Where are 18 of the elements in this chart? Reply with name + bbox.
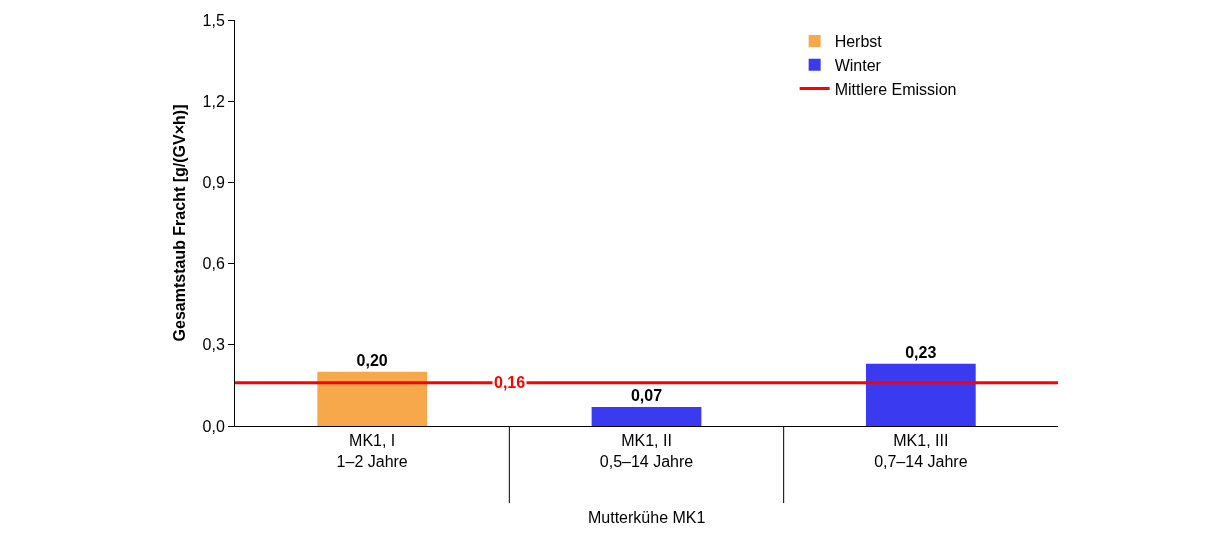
legend-label: Winter xyxy=(834,57,882,74)
y-tick-label: 0,0 xyxy=(202,417,225,435)
annotation: 0,16 xyxy=(494,374,526,391)
y-tick-label: 1,2 xyxy=(202,92,225,110)
x-tick-label: MK1, I 1–2 Jahre xyxy=(336,432,408,470)
x-tick-label: MK1, III 0,7–14 Jahre xyxy=(874,432,968,470)
y-tick-label: 0,3 xyxy=(202,336,225,354)
y-axis-title: Gesamtstaub Fracht [g/(GV×h)] xyxy=(171,104,189,342)
y-tick-label: 0,9 xyxy=(202,174,225,191)
legend-label: Mittlere Emission xyxy=(834,80,957,98)
x-tick-label: MK1, II 0,5–14 Jahre xyxy=(599,432,694,470)
data-label: 0,20 xyxy=(356,351,388,369)
data-label: 0,23 xyxy=(905,343,937,361)
y-tick-label: 1,5 xyxy=(202,11,225,29)
y-tick-label: 0,6 xyxy=(202,255,225,273)
data-label: 0,07 xyxy=(630,387,663,405)
x-axis-title: Mutterkühe MK1 xyxy=(588,509,706,526)
legend-label: Herbst xyxy=(834,33,883,51)
